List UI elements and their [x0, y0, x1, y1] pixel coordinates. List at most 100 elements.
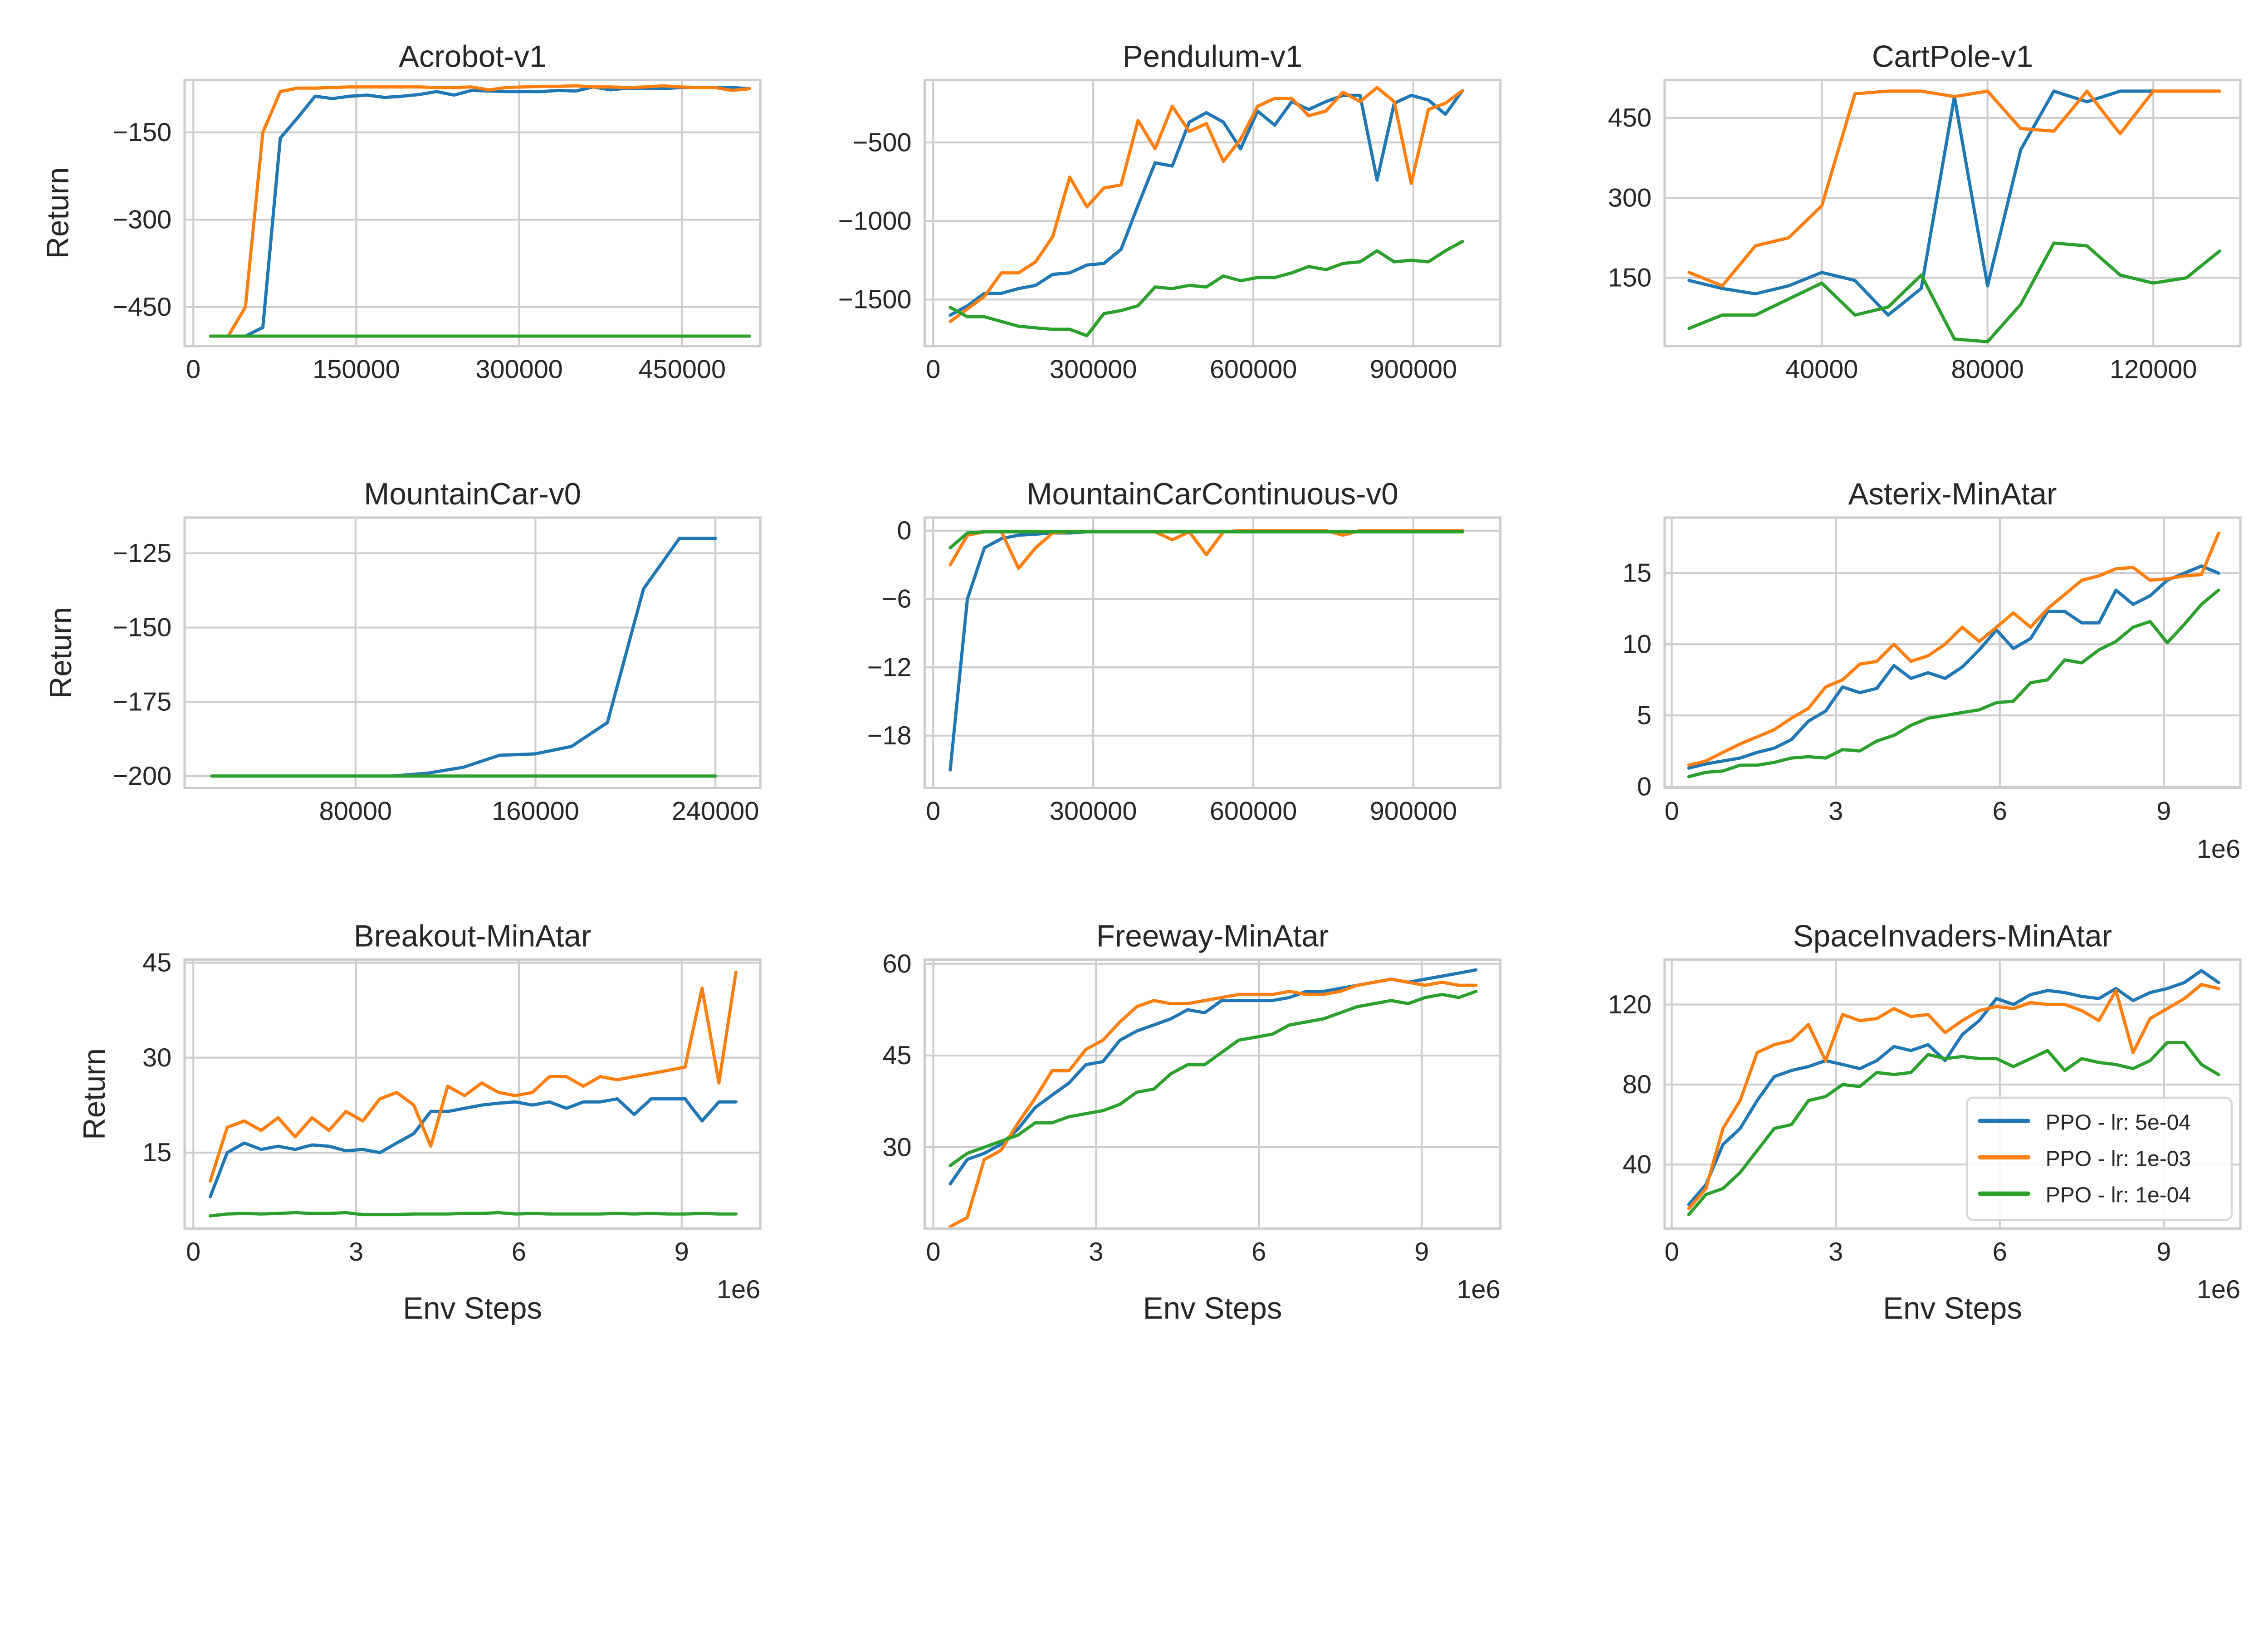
y-tick-label: 300	[1608, 183, 1652, 212]
axes-frame	[923, 516, 1502, 789]
subplot-acrobot-v1: 0 150000 300000 450000 −150 −300 −450 Acrobot-v…	[41, 39, 762, 384]
y-tick-label: 45	[882, 1041, 911, 1070]
x-tick-label: 0	[1664, 1237, 1679, 1266]
x-offset-label: 1e6	[1457, 1275, 1500, 1304]
series-line-2	[209, 84, 751, 338]
x-tick-label: 9	[2156, 1237, 2171, 1266]
subplot-title: SpaceInvaders-MinAtar	[1793, 919, 2112, 953]
y-tick-label: 120	[1608, 990, 1652, 1019]
series-line-3	[948, 530, 1464, 550]
x-tick-label: 3	[1089, 1237, 1103, 1266]
x-axis-label: Env Steps	[403, 1291, 542, 1325]
series-line-1	[210, 537, 717, 778]
subplot-title: Acrobot-v1	[399, 39, 546, 73]
y-tick-label: −6	[882, 585, 912, 614]
series-line-3	[1687, 1041, 2220, 1217]
axes-frame	[183, 516, 762, 789]
x-tick-label: 3	[1828, 797, 1843, 826]
y-tick-label: −500	[853, 128, 912, 157]
series-line-2	[948, 978, 1478, 1228]
series-line-3	[1687, 241, 2221, 344]
x-tick-label: 300000	[475, 355, 563, 384]
subplot-mountaincarcontinuous-v0: 0 300000 600000 900000 0 −6 −12 −18 MountainCarC…	[867, 477, 1502, 826]
x-tick-label: 9	[1414, 1237, 1429, 1266]
y-tick-label: −450	[112, 293, 171, 322]
x-offset-label: 1e6	[717, 1275, 760, 1304]
x-tick-label: 900000	[1370, 797, 1457, 826]
x-tick-label: 900000	[1370, 355, 1457, 384]
y-tick-label: 30	[882, 1133, 911, 1162]
y-tick-label: −300	[112, 205, 171, 235]
x-tick-label: 9	[2156, 797, 2171, 826]
series-line-2	[1687, 89, 2221, 288]
x-tick-label: 6	[1251, 1237, 1266, 1266]
y-axis-label: Return	[78, 1048, 112, 1140]
x-tick-label: 6	[1993, 1237, 2007, 1266]
y-tick-label: 0	[1637, 772, 1652, 801]
y-tick-label: 150	[1608, 264, 1652, 293]
y-tick-label: 45	[142, 949, 171, 978]
figure: 0 150000 300000 450000−150−300−450Acrobot-v…	[41, 39, 2242, 1325]
y-tick-label: −150	[112, 613, 171, 642]
subplot-title: Freeway-MinAtar	[1096, 919, 1329, 953]
x-tick-label: 160000	[492, 797, 579, 826]
y-axis-label: Return	[44, 607, 78, 699]
axes-frame	[923, 78, 1502, 347]
series-line-2	[1687, 532, 2220, 767]
y-tick-label: 450	[1608, 103, 1652, 132]
subplot-title: CartPole-v1	[1872, 39, 2033, 73]
x-offset-label: 1e6	[2197, 1275, 2240, 1304]
x-tick-label: 3	[349, 1237, 363, 1266]
x-tick-label: 600000	[1210, 797, 1297, 826]
x-tick-label: 80000	[319, 797, 392, 826]
series-line-1	[948, 89, 1464, 317]
subplot-freeway-minatar: 0 3 6 9 60 45 30 Freeway-MinAtar Env Steps 1e6	[882, 919, 1502, 1325]
series-line-1	[948, 530, 1464, 772]
x-tick-label: 40000	[1785, 355, 1858, 384]
y-tick-label: 60	[882, 949, 911, 978]
x-tick-label: 300000	[1050, 355, 1137, 384]
legend: PPO - lr: 5e-04 PPO - lr: 1e-03 PPO - lr: …	[1966, 1096, 2233, 1221]
legend-label: PPO - lr: 1e-03	[2046, 1147, 2191, 1171]
x-tick-label: 150000	[313, 355, 400, 384]
y-tick-label: 15	[142, 1138, 171, 1167]
series-line-2	[208, 970, 738, 1183]
series-line-2	[948, 529, 1464, 570]
series-line-2	[1687, 983, 2220, 1210]
y-axis-label: Return	[41, 167, 75, 259]
subplot-breakout-minatar: 0 3 6 9 45 30 15 Breakout-MinAtar Return Env Step…	[78, 919, 762, 1325]
x-axis-label: Env Steps	[1883, 1291, 2022, 1325]
y-tick-label: −175	[112, 687, 171, 716]
y-tick-label: −125	[112, 539, 171, 568]
x-tick-label: 0	[926, 355, 940, 384]
y-tick-label: −1000	[838, 206, 912, 235]
series-line-3	[208, 1211, 738, 1217]
x-tick-label: 0	[1664, 797, 1679, 826]
y-tick-label: −18	[867, 721, 912, 750]
series-line-1	[209, 85, 751, 338]
series-line-3	[1687, 588, 2220, 778]
x-tick-label: 0	[926, 797, 940, 826]
series-line-1	[1687, 969, 2220, 1206]
series-line-2	[948, 86, 1464, 323]
y-tick-label: 30	[142, 1043, 171, 1072]
x-tick-label: 0	[186, 355, 200, 384]
y-tick-label: 10	[1623, 630, 1652, 659]
legend-box	[1966, 1096, 2233, 1221]
x-tick-label: 3	[1828, 1237, 1843, 1266]
subplot-cartpole-v1: 40000 80000 120000 450 300 150 CartPole-v1	[1608, 39, 2242, 384]
subplot-mountaincar-v0: 80000 160000 240000 −125 −150 −175 −200 Mountai…	[44, 477, 762, 826]
x-tick-label: 300000	[1050, 797, 1137, 826]
axes-frame	[183, 958, 762, 1230]
y-tick-label: 15	[1623, 559, 1652, 588]
x-tick-label: 600000	[1210, 355, 1297, 384]
y-tick-label: 80	[1623, 1070, 1652, 1099]
x-tick-label: 240000	[672, 797, 759, 826]
series-line-1	[1687, 564, 2220, 770]
x-tick-label: 120000	[2110, 355, 2197, 384]
legend-label: PPO - lr: 5e-04	[2046, 1110, 2191, 1134]
x-tick-label: 6	[1993, 797, 2007, 826]
subplot-spaceinvaders-minatar: 0 3 6 9 120 80 40 SpaceInvaders-MinAtar Env Step…	[1608, 919, 2242, 1325]
subplot-title: MountainCar-v0	[364, 477, 581, 511]
subplot-title: Asterix-MinAtar	[1848, 477, 2057, 511]
